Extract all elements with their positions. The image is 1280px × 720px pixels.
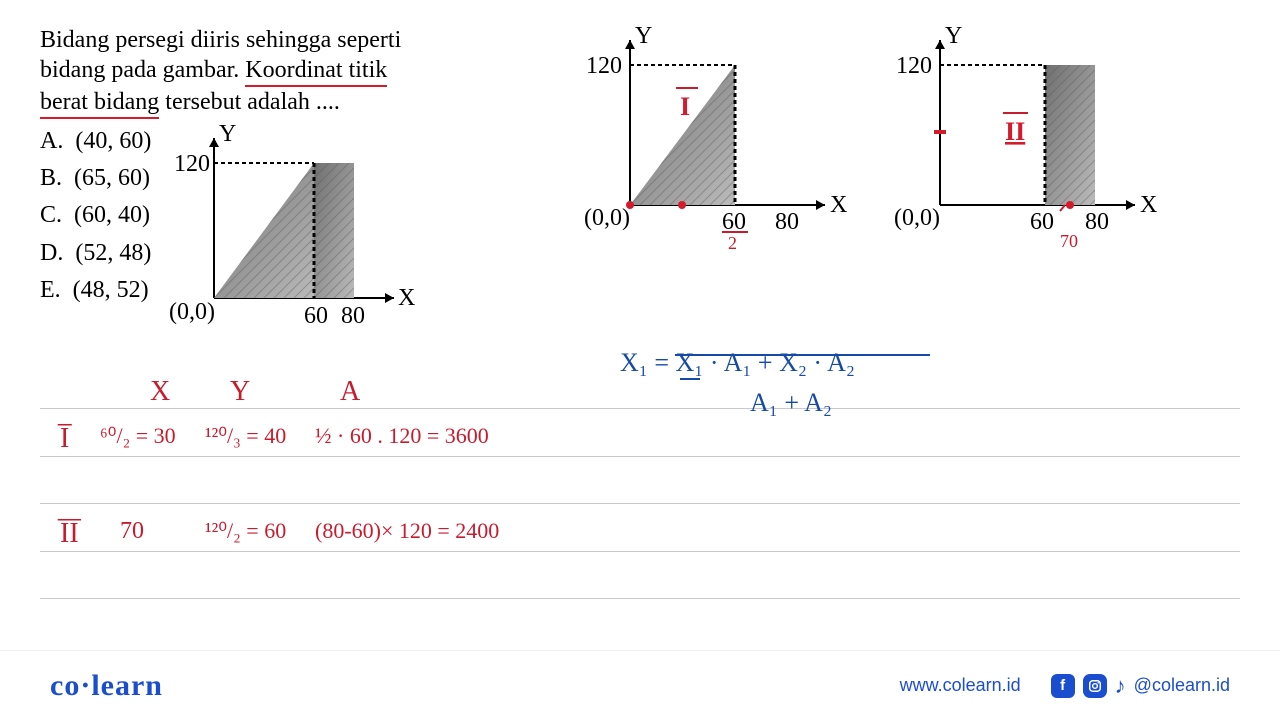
chart-region-ii: Y 120 X (0,0) 60 80 II 70 bbox=[890, 25, 1170, 250]
header-y: Y bbox=[230, 376, 250, 408]
answer-e: E. (48, 52) bbox=[40, 272, 151, 309]
formula-line2: A₁ + A₂ bbox=[750, 388, 832, 418]
q-line3b: tersebut adalah .... bbox=[159, 89, 340, 115]
main-chart-svg: Y 120 X (0,0) 60 80 bbox=[169, 123, 419, 333]
svg-text:80: 80 bbox=[1085, 209, 1109, 235]
row-ii-y: ¹²⁰/₂ = 60 bbox=[205, 518, 286, 544]
facebook-icon: f bbox=[1051, 674, 1075, 698]
chart-region-i: Y 120 X (0,0) 60 80 I 2 bbox=[580, 25, 860, 250]
region-ii-marker: II bbox=[1005, 117, 1025, 146]
answer-b: B. (65, 60) bbox=[40, 160, 151, 197]
q-line3-under: berat bidang bbox=[40, 87, 159, 119]
svg-text:(0,0): (0,0) bbox=[584, 205, 630, 231]
row-i-x: ⁶⁰/₂ = 30 bbox=[100, 423, 176, 449]
main-chart: Y 120 X (0,0) 60 80 bbox=[169, 123, 419, 333]
answer-d: D. (52, 48) bbox=[40, 235, 151, 272]
svg-text:120: 120 bbox=[896, 53, 932, 79]
socials: f ♪ @colearn.id bbox=[1051, 673, 1230, 699]
svg-text:X: X bbox=[830, 192, 847, 218]
row-i-label: I̅ bbox=[60, 423, 69, 455]
row-ii-label: I̅I̅ bbox=[60, 518, 79, 550]
question-text: Bidang persegi diiris sehingga seperti b… bbox=[40, 25, 550, 119]
y-axis-label: Y bbox=[219, 123, 236, 147]
svg-text:80: 80 bbox=[775, 209, 799, 235]
svg-text:Y: Y bbox=[945, 25, 962, 49]
formula-line1: X₁ = X₁ · A₁ + X₂ · A₂ bbox=[620, 348, 855, 378]
svg-text:X: X bbox=[1140, 192, 1157, 218]
brand-dot: · bbox=[80, 669, 91, 702]
instagram-icon bbox=[1083, 674, 1107, 698]
tiktok-icon: ♪ bbox=[1115, 673, 1126, 699]
footer: co·learn www.colearn.id f ♪ @colearn.id bbox=[0, 650, 1280, 720]
svg-text:60: 60 bbox=[1030, 209, 1054, 235]
brand-logo: co·learn bbox=[50, 669, 163, 703]
x-tick-60: 60 bbox=[304, 303, 328, 329]
q-line2-under: Koordinat titik bbox=[245, 55, 387, 87]
svg-text:Y: Y bbox=[635, 25, 652, 49]
red-60-over-2: 2 bbox=[728, 233, 737, 250]
row-i-a: ½ · 60 . 120 = 3600 bbox=[315, 423, 489, 449]
header-x: X bbox=[150, 376, 170, 408]
answer-c: C. (60, 40) bbox=[40, 197, 151, 234]
footer-url: www.colearn.id bbox=[900, 675, 1021, 696]
y-max-label: 120 bbox=[174, 151, 210, 177]
answer-a: A. (40, 60) bbox=[40, 123, 151, 160]
row-i-y: ¹²⁰/₃ = 40 bbox=[205, 423, 286, 449]
q-line2a: bidang pada gambar. bbox=[40, 57, 245, 83]
x-axis-label: X bbox=[398, 285, 415, 311]
chart-i-svg: Y 120 X (0,0) 60 80 I 2 bbox=[580, 25, 860, 250]
origin-label: (0,0) bbox=[169, 299, 215, 325]
answers-list: A. (40, 60) B. (65, 60) C. (60, 40) D. (… bbox=[40, 123, 151, 309]
chart-ii-svg: Y 120 X (0,0) 60 80 II 70 bbox=[890, 25, 1170, 250]
q-line1: Bidang persegi diiris sehingga seperti bbox=[40, 27, 401, 53]
svg-text:(0,0): (0,0) bbox=[894, 205, 940, 231]
row-ii-a: (80-60)× 120 = 2400 bbox=[315, 518, 499, 544]
header-a: A bbox=[340, 376, 360, 408]
question-block: Bidang persegi diiris sehingga seperti b… bbox=[40, 25, 550, 333]
x-tick-80: 80 bbox=[341, 303, 365, 329]
row-ii-x: 70 bbox=[120, 518, 144, 545]
region-i-marker: I bbox=[680, 92, 690, 121]
red-70-label: 70 bbox=[1060, 231, 1078, 250]
svg-text:120: 120 bbox=[586, 53, 622, 79]
footer-handle: @colearn.id bbox=[1134, 675, 1230, 696]
